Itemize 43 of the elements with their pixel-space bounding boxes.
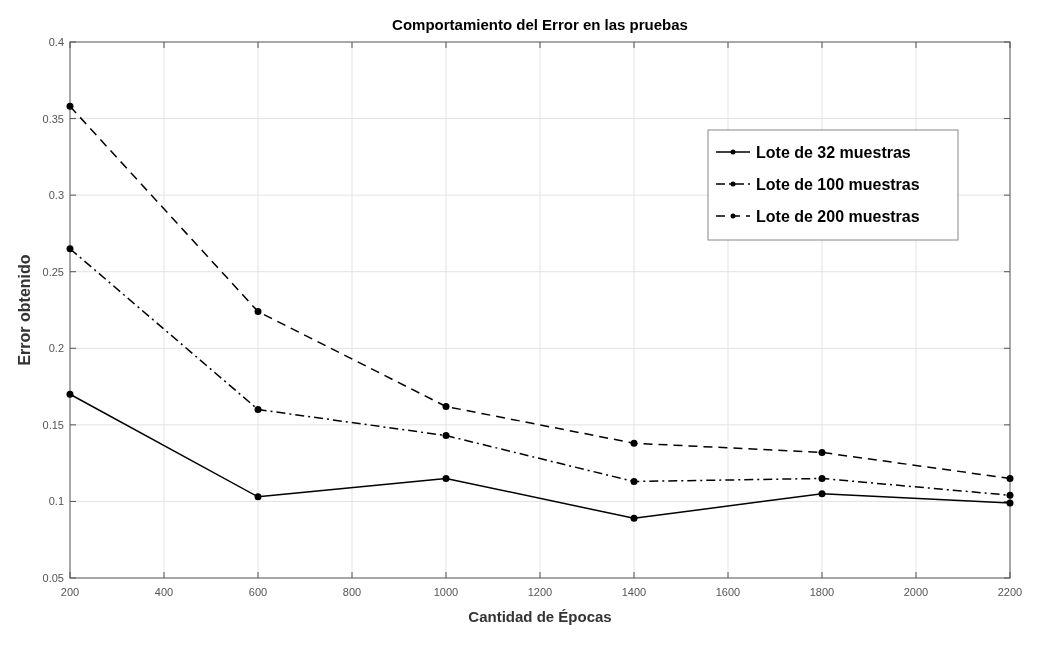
point (818, 490, 826, 498)
x-tick-label: 800 (342, 586, 362, 598)
y-tick-label: 0.1 (48, 495, 64, 508)
y-tick-label: 0.05 (42, 572, 64, 584)
point (818, 448, 826, 456)
legend-label: Lote de 100 muestras (756, 176, 920, 193)
point (630, 514, 638, 522)
x-tick-label: 400 (154, 586, 174, 598)
x-tick-label: 1800 (809, 586, 835, 598)
y-axis-title: Error obtenido (16, 254, 33, 366)
x-tick-label: 1600 (715, 586, 741, 598)
point (66, 245, 74, 253)
chart-title: Comportamiento del Error en las pruebas (392, 16, 688, 33)
y-tick-label: 0.4 (48, 36, 64, 48)
legend-label: Lote de 200 muestras (756, 208, 920, 225)
x-tick-label: 1200 (527, 586, 553, 598)
point (254, 308, 262, 316)
point (1006, 491, 1014, 499)
x-tick-label: 1400 (621, 586, 647, 598)
point (630, 478, 638, 486)
y-tick-label: 0.35 (42, 112, 64, 125)
x-tick-label: 1000 (433, 586, 459, 598)
x-tick-label: 2000 (903, 586, 929, 598)
point (442, 474, 450, 482)
point (442, 432, 450, 440)
point (818, 474, 826, 482)
point (66, 390, 74, 398)
point (1006, 499, 1014, 507)
legend-label: Lote de 32 muestras (756, 144, 911, 161)
x-tick-label: 200 (60, 586, 80, 598)
point (66, 102, 74, 110)
point (442, 402, 450, 410)
point (254, 493, 262, 501)
y-tick-label: 0.25 (42, 265, 64, 278)
y-tick-label: 0.2 (48, 342, 64, 355)
x-tick-label: 600 (248, 586, 268, 598)
y-tick-label: 0.15 (42, 418, 64, 431)
point (630, 439, 638, 447)
point (254, 406, 262, 414)
y-tick-label: 0.3 (48, 189, 64, 202)
point (1006, 474, 1014, 482)
x-axis-title: Cantidad de Épocas (468, 608, 612, 625)
x-tick-label: 2200 (997, 586, 1023, 598)
